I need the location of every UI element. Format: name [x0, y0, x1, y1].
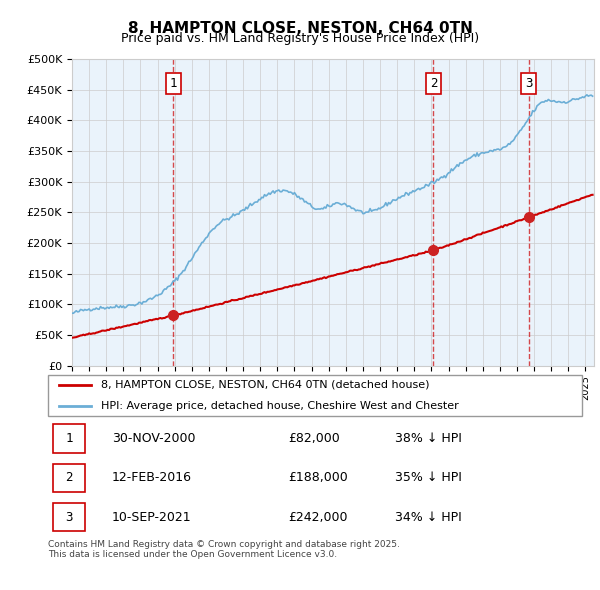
Text: 12-FEB-2016: 12-FEB-2016: [112, 471, 192, 484]
FancyBboxPatch shape: [53, 503, 85, 532]
Text: 8, HAMPTON CLOSE, NESTON, CH64 0TN (detached house): 8, HAMPTON CLOSE, NESTON, CH64 0TN (deta…: [101, 380, 430, 390]
Text: 1: 1: [170, 77, 177, 90]
Text: Price paid vs. HM Land Registry's House Price Index (HPI): Price paid vs. HM Land Registry's House …: [121, 32, 479, 45]
Text: Contains HM Land Registry data © Crown copyright and database right 2025.
This d: Contains HM Land Registry data © Crown c…: [48, 540, 400, 559]
Text: 1: 1: [65, 432, 73, 445]
Text: £82,000: £82,000: [289, 432, 340, 445]
FancyBboxPatch shape: [53, 464, 85, 492]
Text: 10-SEP-2021: 10-SEP-2021: [112, 511, 192, 524]
Text: 35% ↓ HPI: 35% ↓ HPI: [395, 471, 462, 484]
Text: HPI: Average price, detached house, Cheshire West and Chester: HPI: Average price, detached house, Ches…: [101, 401, 459, 411]
Text: 8, HAMPTON CLOSE, NESTON, CH64 0TN: 8, HAMPTON CLOSE, NESTON, CH64 0TN: [128, 21, 472, 35]
Text: 30-NOV-2000: 30-NOV-2000: [112, 432, 196, 445]
Text: 2: 2: [430, 77, 437, 90]
Text: 38% ↓ HPI: 38% ↓ HPI: [395, 432, 462, 445]
Text: 34% ↓ HPI: 34% ↓ HPI: [395, 511, 462, 524]
Text: 3: 3: [525, 77, 533, 90]
FancyBboxPatch shape: [48, 375, 582, 416]
Text: £188,000: £188,000: [289, 471, 348, 484]
FancyBboxPatch shape: [53, 424, 85, 453]
Text: 3: 3: [65, 511, 73, 524]
Text: 2: 2: [65, 471, 73, 484]
Text: £242,000: £242,000: [289, 511, 348, 524]
